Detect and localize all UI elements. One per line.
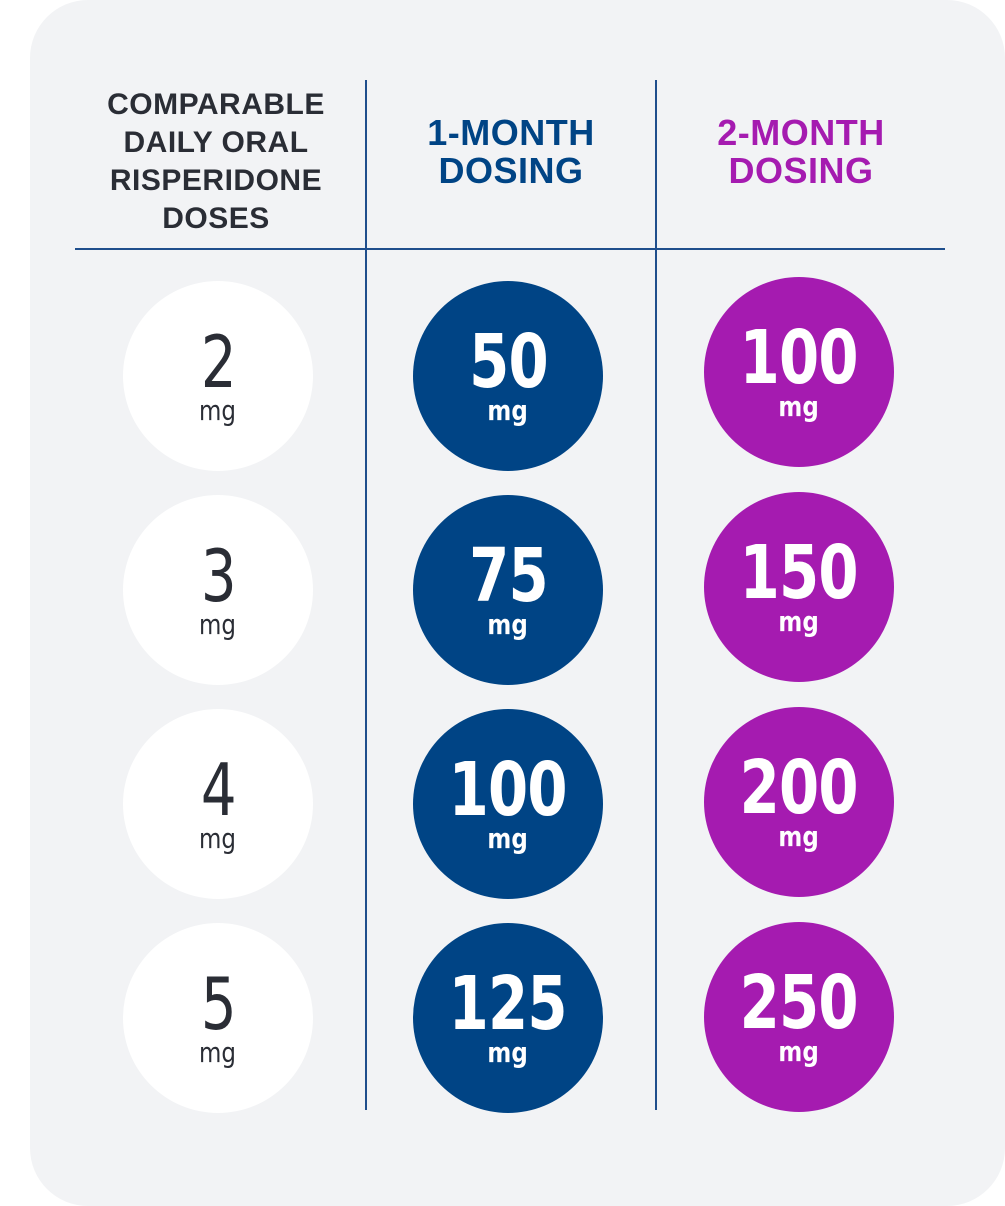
dose-value: 50 <box>468 319 549 405</box>
oral-dose-circle: 5 mg <box>123 923 313 1113</box>
oral-dose-circle: 4 mg <box>123 709 313 899</box>
dose-value: 5 <box>200 962 237 1046</box>
header-oral-doses: COMPARABLE DAILY ORAL RISPERIDONE DOSES <box>107 88 325 235</box>
dose-value: 100 <box>448 747 568 833</box>
dose-unit: mg <box>199 608 237 641</box>
dose-unit: mg <box>487 394 529 427</box>
dose-unit: mg <box>778 390 820 423</box>
dose-value: 200 <box>739 745 859 831</box>
column-divider-2 <box>655 80 657 1110</box>
dose-unit: mg <box>487 822 529 855</box>
column-divider-1 <box>365 80 367 1110</box>
two-month-dose-circle: 150 mg <box>704 492 894 682</box>
dose-unit: mg <box>778 1035 820 1068</box>
dose-unit: mg <box>487 608 529 641</box>
one-month-dose-circle: 50 mg <box>413 281 603 471</box>
header-2-month-dosing: 2-MONTH DOSING <box>717 112 885 191</box>
dose-unit: mg <box>778 605 820 638</box>
oral-dose-circle: 2 mg <box>123 281 313 471</box>
oral-dose-circle: 3 mg <box>123 495 313 685</box>
dose-value: 75 <box>468 533 549 619</box>
dose-value: 150 <box>739 530 859 616</box>
dose-value: 2 <box>200 320 237 404</box>
dose-value: 125 <box>448 961 568 1047</box>
one-month-dose-circle: 125 mg <box>413 923 603 1113</box>
header-divider <box>75 248 945 250</box>
one-month-dose-circle: 100 mg <box>413 709 603 899</box>
dose-unit: mg <box>199 1036 237 1069</box>
dose-unit: mg <box>487 1036 529 1069</box>
one-month-dose-circle: 75 mg <box>413 495 603 685</box>
dose-unit: mg <box>199 822 237 855</box>
dose-value: 4 <box>200 748 237 832</box>
dose-unit: mg <box>778 820 820 853</box>
two-month-dose-circle: 100 mg <box>704 277 894 467</box>
two-month-dose-circle: 200 mg <box>704 707 894 897</box>
header-1-month-dosing: 1-MONTH DOSING <box>427 112 595 191</box>
dose-value: 250 <box>739 960 859 1046</box>
two-month-dose-circle: 250 mg <box>704 922 894 1112</box>
dose-unit: mg <box>199 394 237 427</box>
dose-value: 3 <box>200 534 237 618</box>
dose-value: 100 <box>739 315 859 401</box>
